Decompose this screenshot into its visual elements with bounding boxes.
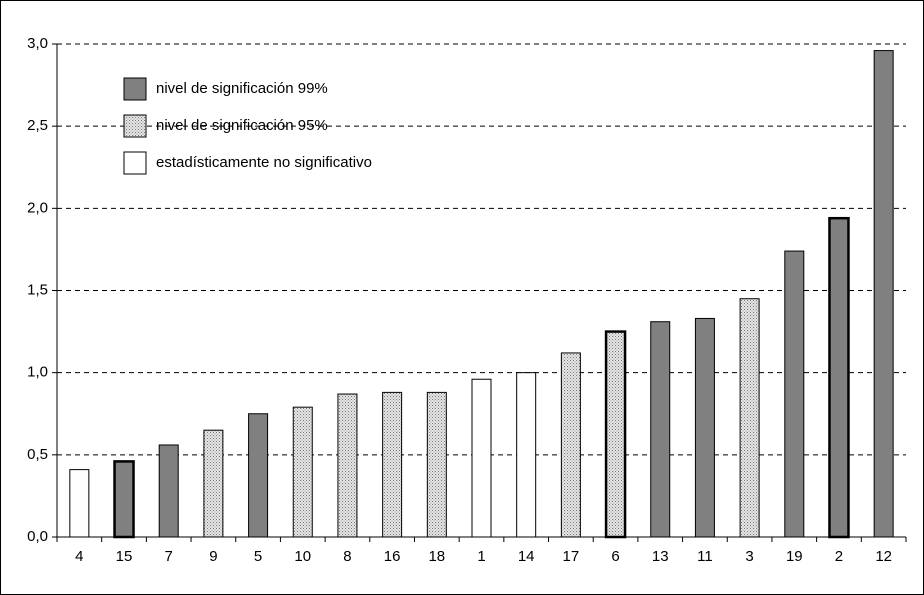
bar <box>650 321 671 538</box>
y-tick-label: 2,0 <box>27 199 48 216</box>
x-tick-label: 3 <box>745 548 753 565</box>
x-tick-label: 1 <box>477 548 485 565</box>
x-tick-label: 10 <box>294 548 311 565</box>
bar <box>426 391 447 538</box>
bar <box>873 50 894 538</box>
x-tick-label: 16 <box>384 548 401 565</box>
x-tick-label: 8 <box>343 548 351 565</box>
bar <box>828 216 850 539</box>
legend-swatch <box>123 151 147 175</box>
bar <box>113 460 135 539</box>
x-tick-label: 2 <box>835 548 843 565</box>
bar <box>158 444 179 538</box>
y-tick-label: 1,0 <box>27 364 48 381</box>
x-tick-label: 19 <box>786 548 803 565</box>
bar <box>203 429 224 538</box>
bar <box>471 378 492 538</box>
x-tick-label: 11 <box>697 548 713 565</box>
bar <box>382 391 403 538</box>
x-tick-label: 14 <box>518 548 535 565</box>
bar <box>292 406 313 538</box>
legend-swatch <box>123 114 147 138</box>
y-tick-label: 0,0 <box>27 528 48 545</box>
bar <box>739 298 760 538</box>
x-tick-label: 12 <box>875 548 892 565</box>
bar <box>69 469 90 538</box>
bar <box>560 352 581 538</box>
x-tick-label: 6 <box>611 548 619 565</box>
bar <box>337 393 358 538</box>
x-tick-label: 7 <box>165 548 173 565</box>
x-tick-label: 13 <box>652 548 669 565</box>
x-tick-label: 4 <box>75 548 83 565</box>
legend-swatch <box>123 77 147 101</box>
bar <box>784 250 805 538</box>
y-tick-label: 0,5 <box>27 446 48 463</box>
x-tick-label: 5 <box>254 548 262 565</box>
bar <box>694 317 715 538</box>
legend-label: estadísticamente no significativo <box>156 154 372 171</box>
y-tick-label: 3,0 <box>27 35 48 52</box>
x-tick-label: 15 <box>116 548 133 565</box>
bar <box>604 330 627 539</box>
bar <box>516 372 537 538</box>
x-tick-label: 17 <box>563 548 580 565</box>
x-tick-label: 9 <box>209 548 217 565</box>
bar <box>248 413 269 538</box>
legend-label: nivel de significación 95% <box>156 117 328 134</box>
y-tick-label: 2,5 <box>27 117 48 134</box>
y-tick-label: 1,5 <box>27 281 48 298</box>
legend-label: nivel de significación 99% <box>156 80 328 97</box>
x-tick-label: 18 <box>428 548 445 565</box>
